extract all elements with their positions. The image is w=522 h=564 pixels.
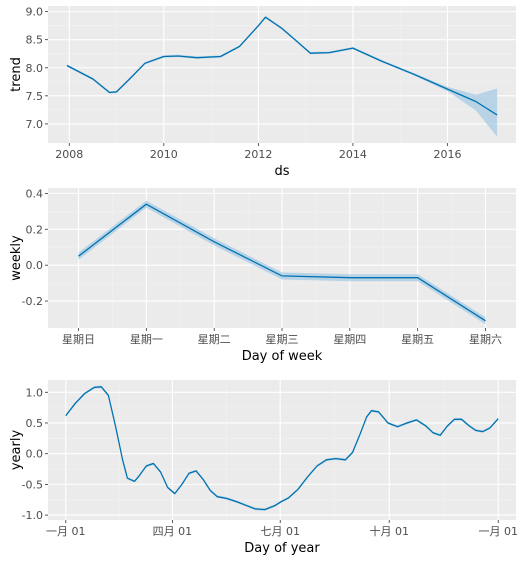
trend-y-axis-title: trend [9,57,24,92]
trend-panel-background [48,6,516,143]
weekly-y-tick-label: -0.2 [22,295,43,308]
trend-y-tick-label: 8.5 [26,34,44,47]
yearly-y-tick-label: 0.5 [26,417,44,430]
trend-series-line [66,16,498,116]
watermark: CSDN @UQI-LIUWJ [401,538,512,552]
yearly-x-tick-label: 七月 01 [260,525,300,538]
trend-x-tick-label: 2012 [244,148,272,161]
weekly-panel: 星期日 星期一 星期二 星期三 星期四 星期五 星期六 -0.2 0.0 0.2 0.4 Day of… [9,187,516,364]
trend-y-tick-label: 9.0 [26,6,44,19]
weekly-x-tick-label: 星期五 [401,333,434,346]
weekly-x-tick-label: 星期三 [266,333,299,346]
yearly-y-tick-label: -1.0 [22,509,43,522]
weekly-series-line [78,203,486,322]
yearly-x-tick-label: 四月 01 [153,525,193,538]
weekly-x-tick-label: 星期二 [198,333,231,346]
trend-x-tick-label: 2014 [339,148,367,161]
weekly-y-tick-label: 0.0 [26,259,44,272]
yearly-x-tick-label: 一月 01 [478,525,518,538]
trend-panel: 2008 2010 2012 2014 2016 7.0 7.5 8.0 8.5 9.0 ds tre… [9,6,516,179]
weekly-x-tick-label: 星期四 [333,333,366,346]
yearly-series-line [65,386,499,511]
yearly-y-axis-title: yearly [9,430,24,471]
trend-y-tick-label: 7.5 [26,90,44,103]
weekly-x-tick-label: 星期日 [62,333,95,346]
trend-x-tick-label: 2016 [433,148,461,161]
yearly-x-axis-title: Day of year [244,541,320,556]
weekly-y-axis-title: weekly [9,235,24,281]
yearly-y-tick-label: -0.5 [22,478,43,491]
yearly-panel: 一月 01 四月 01 七月 01 十月 01 一月 01-1.0-0.50.00.51… [9,380,518,556]
yearly-x-tick-label: 一月 01 [46,525,86,538]
trend-x-tick-label: 2010 [150,148,178,161]
yearly-y-tick-label: 1.0 [26,386,44,399]
weekly-y-tick-label: 0.4 [26,187,44,200]
yearly-panel-background [48,380,516,520]
weekly-x-axis-title: Day of week [242,349,323,364]
trend-x-tick-label: 2008 [55,148,83,161]
trend-x-axis-title: ds [274,164,289,179]
trend-y-tick-label: 8.0 [26,62,44,75]
weekly-x-tick-label: 星期一 [130,333,163,346]
weekly-y-tick-label: 0.2 [26,223,44,236]
yearly-y-tick-label: 0.0 [26,448,44,461]
trend-y-tick-label: 7.0 [26,118,44,131]
yearly-x-tick-label: 十月 01 [369,524,409,538]
weekly-x-tick-label: 星期六 [469,333,502,346]
